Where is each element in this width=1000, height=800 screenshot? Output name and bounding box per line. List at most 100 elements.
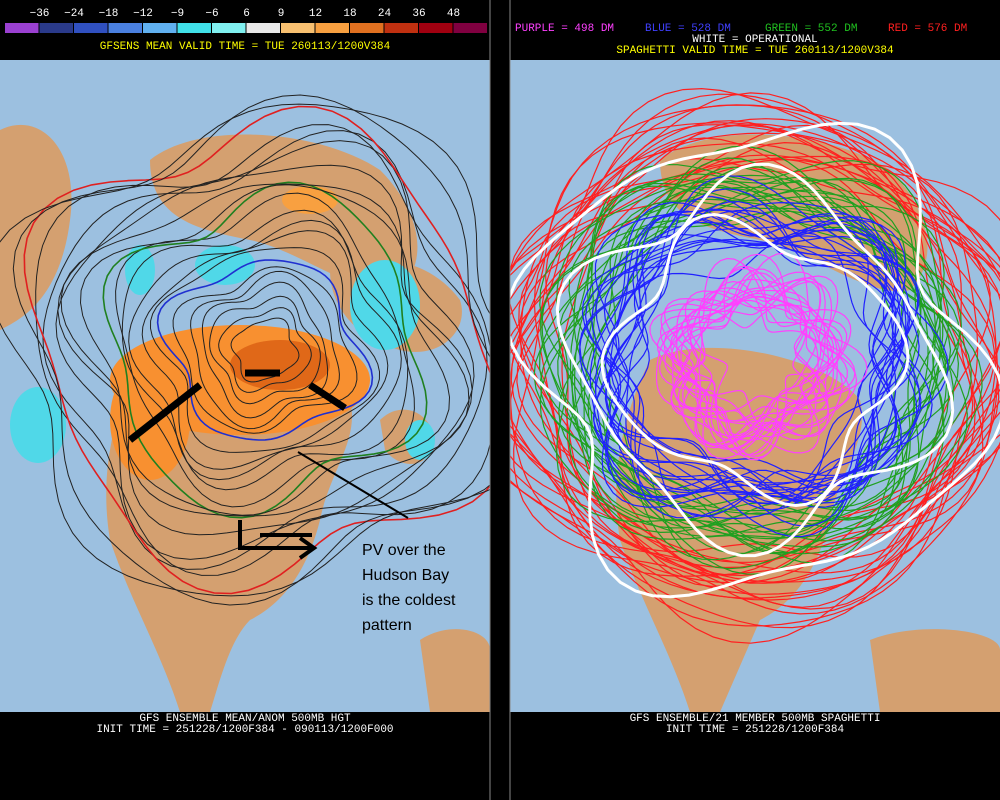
spaghetti-contour (594, 213, 903, 508)
height-contour (218, 307, 312, 393)
arrow (238, 520, 318, 560)
height-contour (121, 209, 409, 491)
spaghetti-contour (580, 185, 922, 512)
spaghetti-contour (510, 122, 1000, 583)
operational-label: WHITE = OPERATIONAL (692, 34, 817, 46)
spaghetti-contour (676, 252, 838, 450)
spaghetti-contour (510, 118, 1000, 584)
spaghetti-contour (571, 181, 929, 554)
spaghetti-contour (670, 290, 835, 454)
colorbar-swatch (177, 23, 211, 33)
colorbar-swatch (384, 23, 418, 33)
colorbar-swatch (143, 23, 177, 33)
colorbar-label: −12 (133, 8, 153, 20)
annotation: Hudson Bay (362, 567, 449, 584)
legend-entry: GREEN = 552 DM (765, 23, 857, 35)
land (870, 629, 1000, 712)
left-footer: GFS ENSEMBLE MEAN/ANOM 500MB HGT (139, 713, 351, 725)
spaghetti-contour (670, 277, 858, 460)
colorbar-label: 24 (378, 8, 392, 20)
height-contour (0, 103, 490, 597)
height-contour (57, 164, 473, 536)
spaghetti-contour (539, 178, 968, 540)
spaghetti-contour (573, 177, 948, 522)
spaghetti-contour (592, 199, 916, 529)
spaghetti-contour (610, 231, 897, 518)
right-title: SPAGHETTI VALID TIME = TUE 260113/1200V3… (616, 45, 894, 57)
spaghetti-contour (539, 182, 950, 542)
spaghetti-contour (592, 209, 900, 484)
colorbar-label: 48 (447, 8, 460, 20)
spaghetti-contour (578, 195, 909, 504)
colorbar-swatch (315, 23, 349, 33)
colorbar-swatch (350, 23, 384, 33)
land (0, 124, 72, 331)
annotation: is the coldest (362, 592, 456, 609)
colorbar-label: 18 (343, 8, 356, 20)
height-contour (149, 247, 381, 453)
height-contour (60, 183, 470, 517)
colorbar-label: 36 (412, 8, 425, 20)
spaghetti (510, 87, 1000, 644)
land (150, 134, 418, 292)
colorbar-swatch (108, 23, 142, 33)
colorbar-swatch (5, 23, 39, 33)
right-footer: GFS ENSEMBLE/21 MEMBER 500MB SPAGHETTI (630, 713, 881, 725)
height-contour (156, 259, 374, 441)
colorbar-label: −36 (30, 8, 50, 20)
height-contour (35, 124, 490, 576)
spaghetti-contour (660, 296, 829, 422)
spaghetti-contour (557, 179, 983, 570)
spaghetti-contour (689, 275, 843, 449)
left-title: GFSENS MEAN VALID TIME = TUE 260113/1200… (100, 41, 391, 53)
spaghetti-contour (605, 214, 911, 493)
spaghetti-contour (569, 160, 944, 534)
spaghetti-contour (609, 233, 897, 504)
height-contour (190, 270, 340, 430)
anomalies (10, 186, 435, 480)
anomaly (405, 420, 435, 460)
height-contour (12, 94, 490, 606)
height-contour (23, 105, 490, 595)
trough-line (127, 382, 203, 443)
spaghetti-contour (510, 104, 1000, 627)
height-contour (209, 295, 321, 405)
colorbar-label: 6 (243, 8, 250, 20)
spaghetti-contour (664, 267, 817, 436)
spaghetti-contour (584, 201, 933, 520)
contours (0, 94, 490, 606)
spaghetti-contour (510, 92, 1000, 644)
colorbar-label: −24 (64, 8, 84, 20)
colorbar-swatch (212, 23, 246, 33)
spaghetti-contour (510, 104, 1000, 601)
annotation: PV over the (362, 542, 446, 559)
colorbar-swatch (74, 23, 108, 33)
anomaly (282, 186, 338, 214)
colorbar-label: 12 (309, 8, 322, 20)
right-map (510, 60, 1000, 712)
colorbar-label: 9 (278, 8, 285, 20)
height-contour (79, 184, 451, 516)
anomaly (195, 245, 255, 285)
colorbar: −36 −24 −18 −12 −9 −6 6 9 12 18 24 36 48 (5, 8, 487, 33)
annotation-marks (127, 369, 409, 560)
height-contour (102, 181, 428, 519)
colorbar-label: −9 (171, 8, 184, 20)
anomaly (125, 245, 155, 295)
colorbar-swatch (453, 23, 487, 33)
colorbar-swatch (419, 23, 453, 33)
height-contour (128, 219, 402, 481)
pointer (297, 451, 409, 519)
height-contour (172, 266, 358, 434)
land (420, 629, 490, 712)
operational-contour (555, 162, 955, 558)
spaghetti-contour (663, 271, 868, 441)
anomaly (10, 387, 66, 463)
legend: PURPLE = 498 DM BLUE = 528 DM GREEN = 552 … (515, 23, 967, 35)
anomaly (230, 340, 330, 390)
height-contour (201, 281, 329, 419)
spaghetti-contour (533, 141, 976, 576)
operational-contour (600, 212, 910, 508)
